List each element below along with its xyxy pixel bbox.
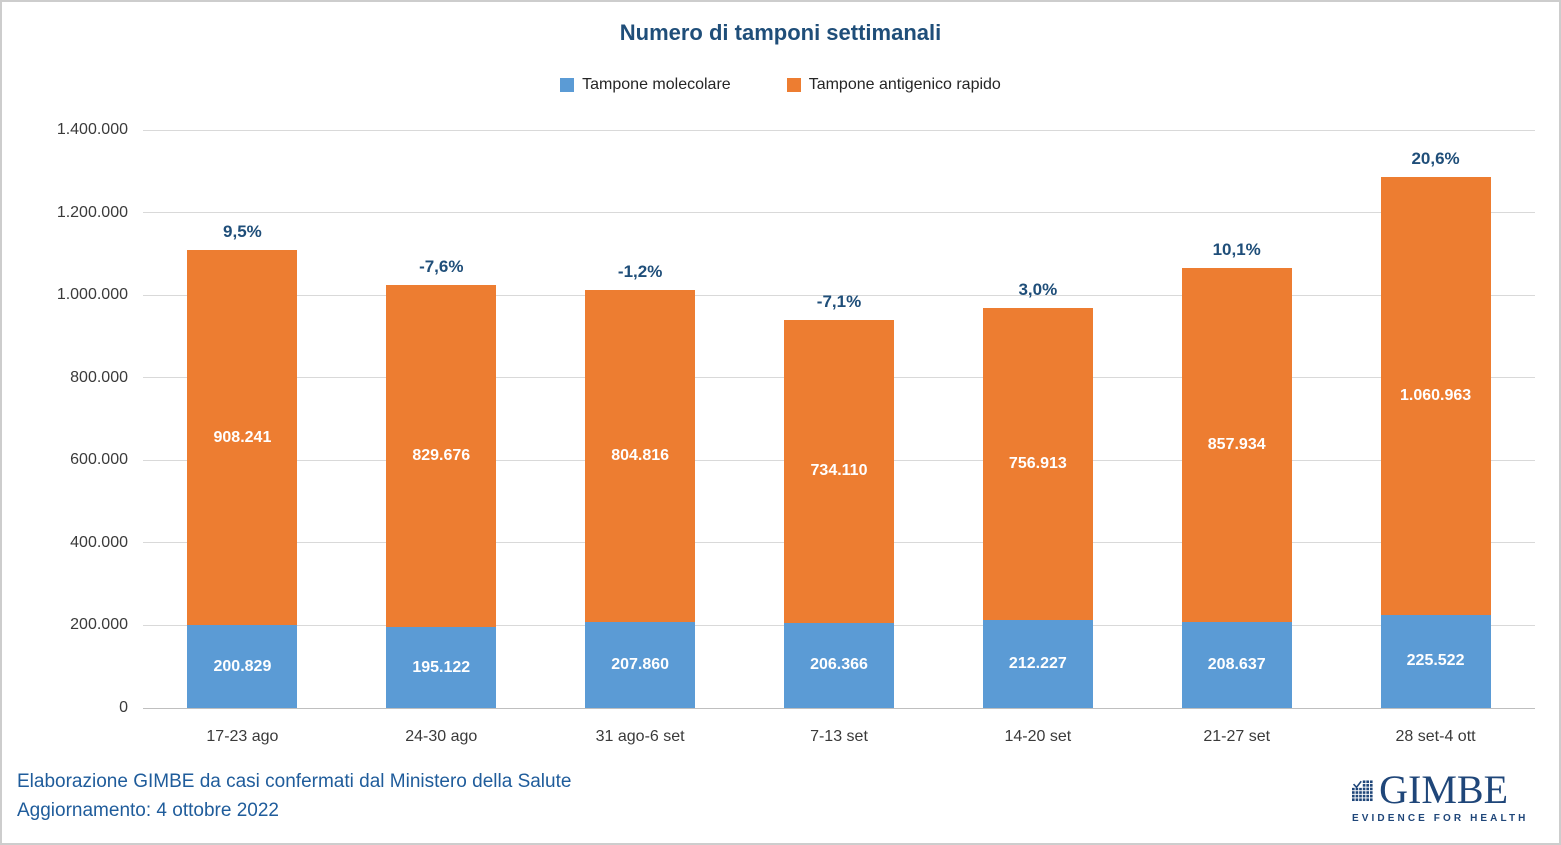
gimbe-dot-grid-check-icon (1352, 779, 1373, 802)
bar-segment-molecolare: 207.860 (585, 622, 696, 708)
stacked-bar: 3,0% 756.913 212.227 (982, 280, 1093, 708)
x-axis-category-label: 17-23 ago (206, 728, 279, 745)
x-axis-labels: 17-23 ago 24-30 ago 31 ago-6 set 7-13 set 14… (143, 728, 1535, 754)
bar-segment-antigenico: 804.816 (585, 289, 696, 623)
bar-value-molecolare: 200.829 (213, 657, 272, 675)
stacked-bar: 9,5% 908.241 200.829 (187, 222, 298, 708)
percent-change-label: 3,0% (1018, 279, 1058, 299)
x-axis-category-label: 21-27 set (1203, 728, 1271, 745)
stacked-bar: -7,1% 734.110 206.366 (784, 292, 894, 708)
y-axis-tick-label: 1.400.000 (56, 121, 128, 138)
bar-segment-molecolare: 225.522 (1380, 614, 1491, 708)
update-note: Aggiornamento: 4 ottobre 2022 (17, 800, 279, 821)
stacked-bar: -1,2% 804.816 207.860 (585, 262, 696, 708)
chart-title: Numero di tamponi settimanali (619, 20, 942, 45)
percent-change-label: 20,6% (1411, 148, 1460, 168)
percent-change-label: -1,2% (617, 261, 663, 281)
bar-segment-antigenico: 829.676 (386, 284, 497, 628)
percent-change-label: -7,1% (816, 291, 862, 311)
bar-value-antigenico: 857.934 (1207, 435, 1266, 453)
gridline (143, 294, 1535, 296)
bar-value-molecolare: 208.637 (1207, 655, 1266, 673)
legend-item-antigenico: Tampone antigenico rapido (786, 76, 1001, 94)
y-axis-tick-label: 400.000 (70, 533, 128, 551)
legend-swatch-antigenico (786, 78, 801, 92)
stacked-bar: 20,6% 1.060.963 225.522 (1380, 149, 1491, 708)
bar-value-antigenico: 1.060.963 (1399, 386, 1472, 404)
bar-value-antigenico: 908.241 (213, 428, 272, 446)
bar-segment-molecolare: 200.829 (187, 625, 298, 708)
gridline (143, 707, 1535, 709)
x-axis-category-label: 14-20 set (1004, 728, 1072, 745)
y-axis-tick-label: 1.000.000 (56, 286, 128, 304)
bar-segment-molecolare: 212.227 (982, 620, 1093, 708)
bar-value-antigenico: 734.110 (810, 462, 868, 480)
x-axis-category-label: 7-13 set (810, 728, 868, 745)
legend: Tampone molecolare Tampone antigenico ra… (2, 76, 1559, 94)
bar-value-antigenico: 756.913 (1008, 455, 1067, 473)
bar-value-antigenico: 829.676 (412, 447, 471, 465)
bar-value-molecolare: 206.366 (810, 656, 868, 674)
source-note: Elaborazione GIMBE da casi confermati da… (17, 771, 572, 792)
percent-change-label: -7,6% (419, 256, 464, 276)
x-axis-category-label: 24-30 ago (405, 728, 478, 745)
logo-wordmark: GIMBE (1379, 767, 1508, 812)
plot-area: 9,5% 908.241 200.829 -7,6% 829.676 195.122 -1,… (143, 129, 1535, 709)
bar-segment-antigenico: 857.934 (1181, 267, 1292, 622)
x-axis-category-label: 31 ago-6 set (595, 728, 685, 745)
legend-label-molecolare: Tampone molecolare (582, 76, 731, 93)
y-axis-labels: 0 200.000 400.000 600.000 800.000 1.000.000 1.… (2, 121, 128, 716)
bar-value-molecolare: 207.860 (611, 656, 670, 674)
bar-segment-antigenico: 908.241 (187, 250, 298, 626)
bar-segment-molecolare: 195.122 (386, 627, 497, 708)
bar-segment-molecolare: 208.637 (1181, 621, 1292, 708)
stacked-bar: 10,1% 857.934 208.637 (1181, 240, 1292, 708)
legend-swatch-molecolare (560, 78, 575, 92)
gimbe-logo: GIMBE EVIDENCE FOR HEALTH (1352, 767, 1529, 824)
bar-segment-antigenico: 1.060.963 (1380, 176, 1491, 615)
legend-item-molecolare: Tampone molecolare (560, 76, 731, 94)
percent-change-label: 9,5% (223, 222, 262, 242)
logo-tagline: EVIDENCE FOR HEALTH (1352, 813, 1529, 824)
y-axis-tick-label: 800.000 (70, 368, 128, 386)
gridline (143, 212, 1535, 214)
bar-value-molecolare: 195.122 (412, 658, 471, 676)
bar-value-molecolare: 225.522 (1406, 652, 1465, 670)
stacked-bar: -7,6% 829.676 195.122 (386, 257, 497, 708)
percent-change-label: 10,1% (1212, 239, 1261, 259)
y-axis-tick-label: 1.200.000 (56, 203, 128, 221)
y-axis-tick-label: 600.000 (70, 451, 128, 469)
x-axis-category-label: 28 set-4 ott (1395, 728, 1476, 745)
bar-segment-antigenico: 734.110 (784, 319, 894, 623)
bar-segment-antigenico: 756.913 (982, 307, 1093, 621)
y-axis-tick-label: 0 (119, 699, 128, 716)
bar-value-molecolare: 212.227 (1008, 655, 1067, 673)
legend-label-antigenico: Tampone antigenico rapido (808, 76, 1001, 93)
bar-segment-molecolare: 206.366 (784, 622, 894, 708)
bar-value-antigenico: 804.816 (611, 447, 670, 465)
y-axis-tick-label: 200.000 (70, 616, 128, 634)
gridline (143, 129, 1535, 131)
